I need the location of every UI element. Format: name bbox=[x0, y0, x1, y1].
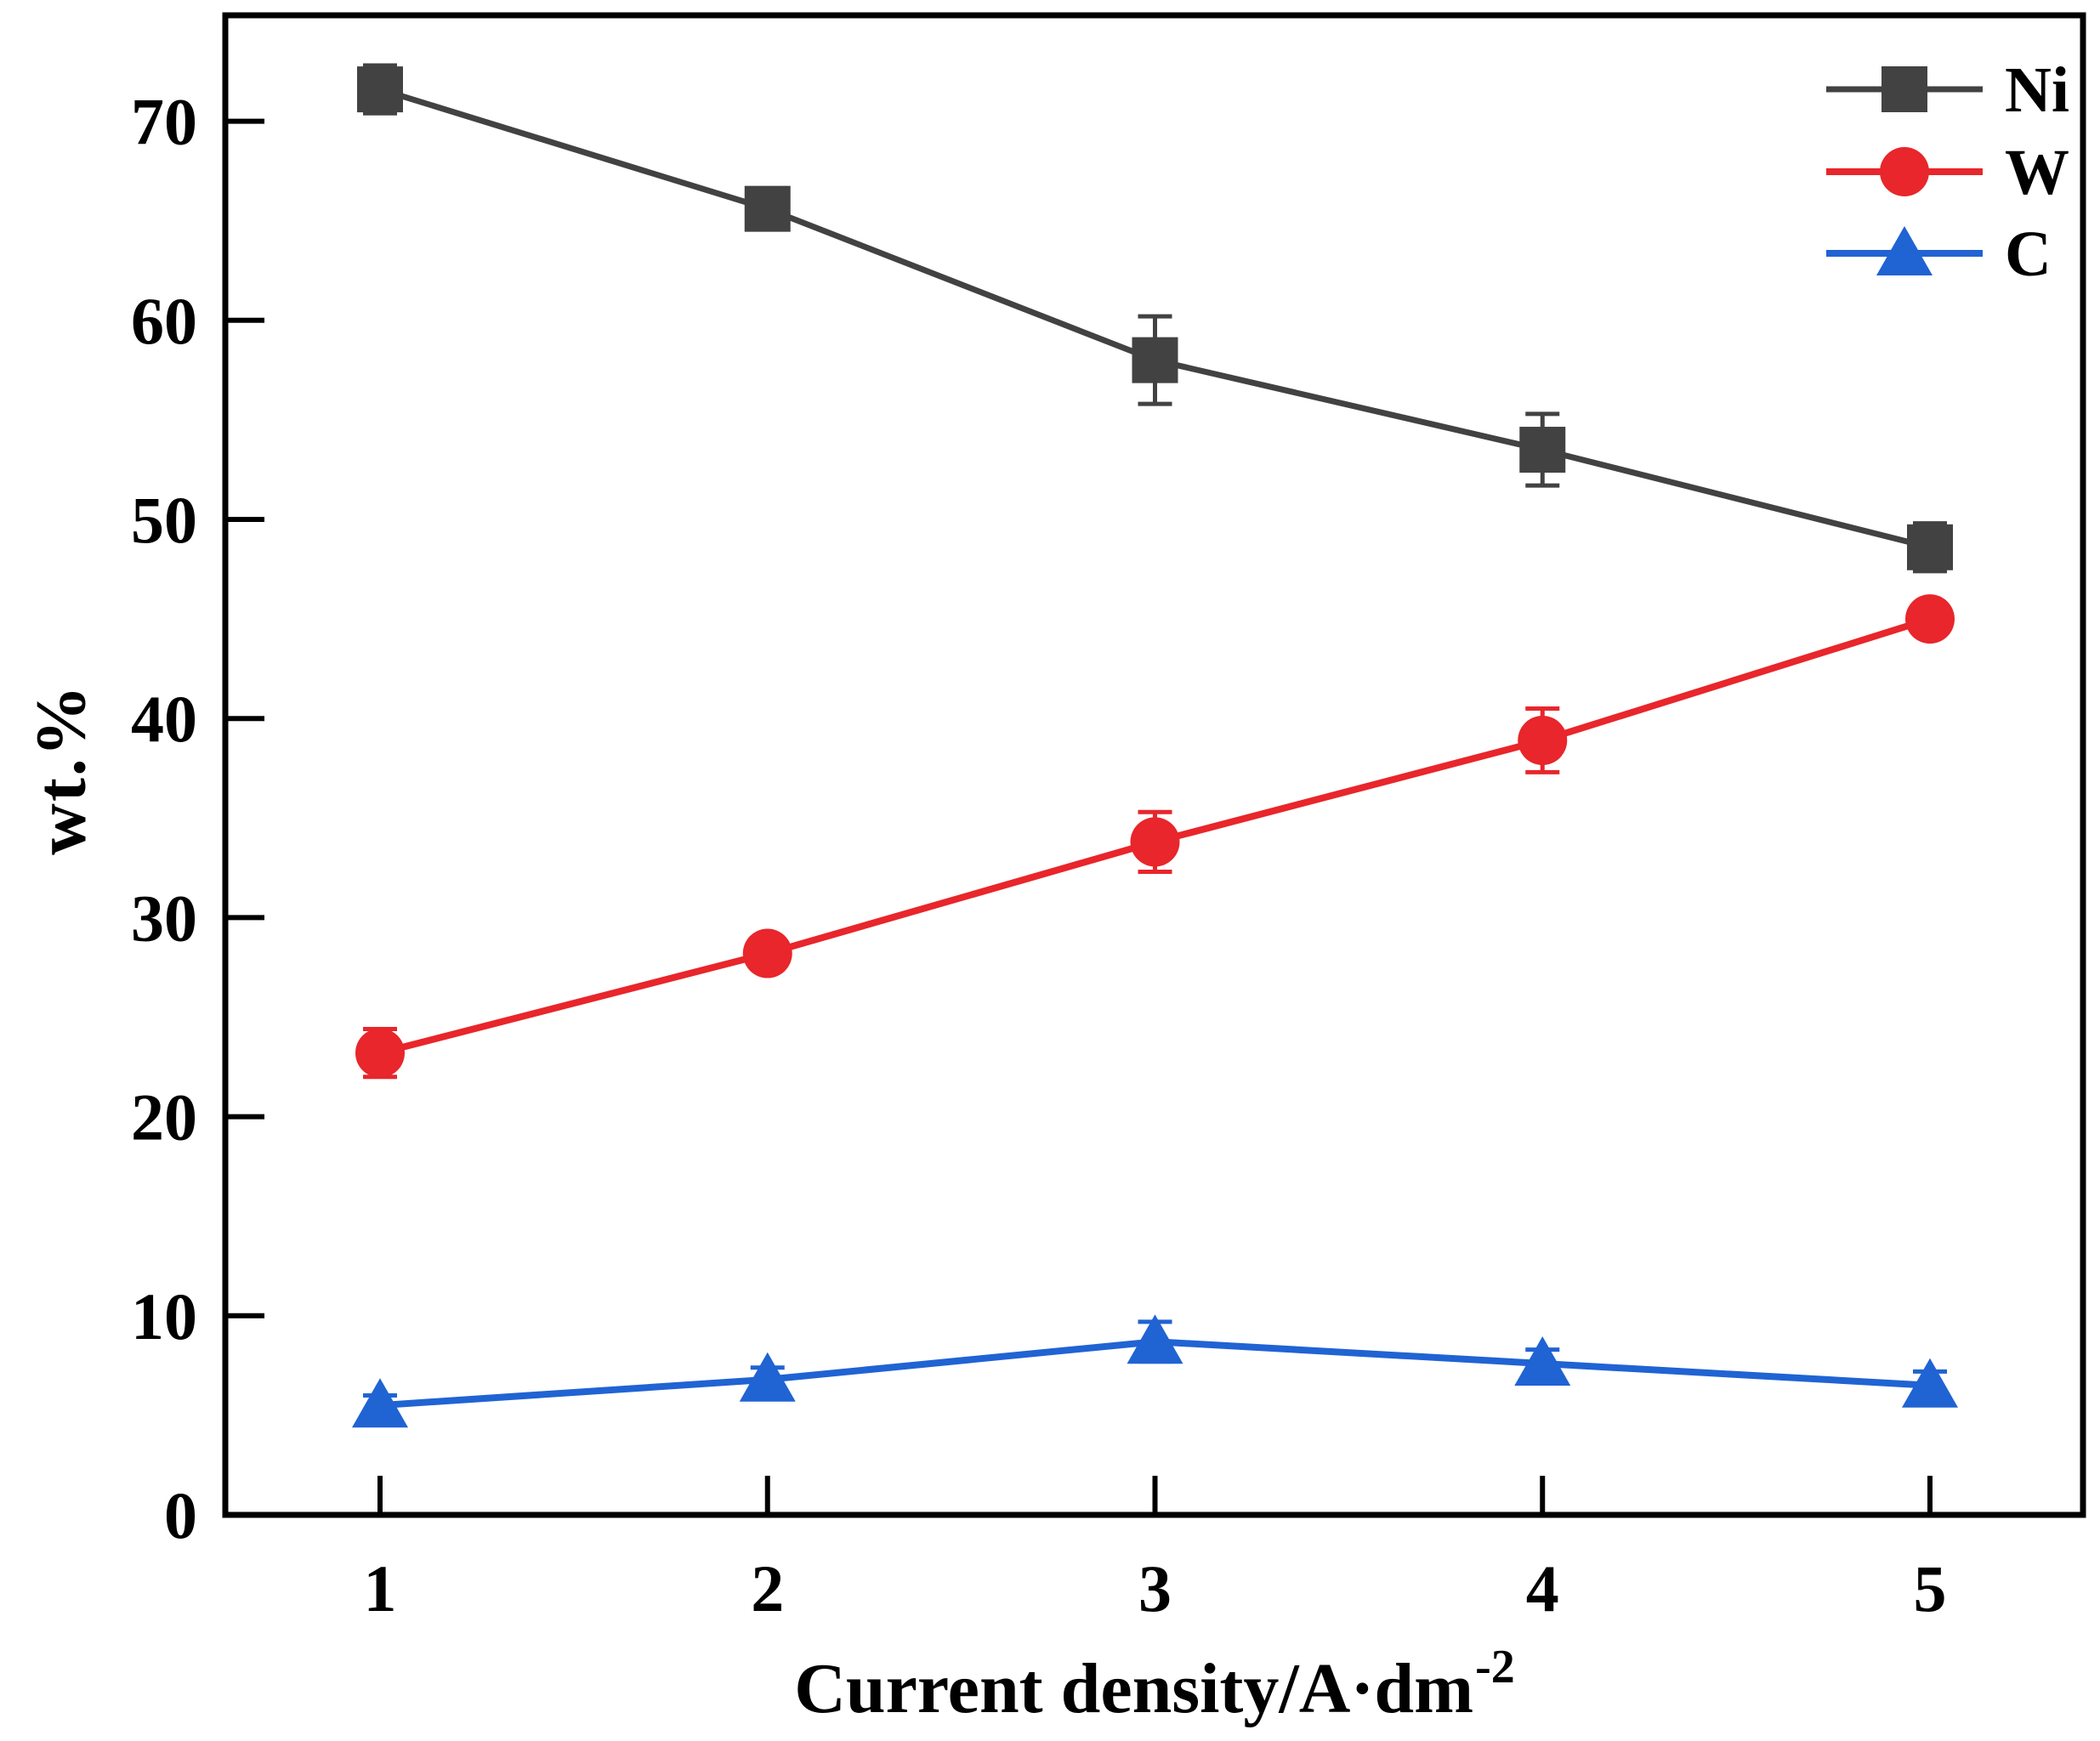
series-marker-C bbox=[1902, 1358, 1958, 1408]
y-tick-label: 0 bbox=[164, 1478, 197, 1552]
legend-marker-W bbox=[1880, 147, 1929, 196]
series-marker-Ni bbox=[744, 185, 791, 232]
x-tick-label: 5 bbox=[1914, 1551, 1947, 1625]
series-marker-C bbox=[352, 1378, 408, 1428]
x-tick-label: 2 bbox=[751, 1551, 784, 1625]
series-marker-W bbox=[1130, 817, 1180, 867]
legend-label-Ni: Ni bbox=[2005, 54, 2069, 126]
x-axis-title: Current density/A·dm-2 bbox=[794, 1641, 1514, 1730]
y-tick-label: 70 bbox=[131, 85, 197, 159]
y-tick-label: 10 bbox=[131, 1279, 197, 1353]
x-tick-label: 3 bbox=[1138, 1551, 1172, 1625]
series-marker-Ni bbox=[1907, 524, 1953, 570]
y-tick-label: 30 bbox=[131, 881, 197, 955]
y-tick-label: 40 bbox=[131, 682, 197, 756]
y-tick-label: 60 bbox=[131, 284, 197, 358]
series-marker-W bbox=[742, 928, 792, 978]
y-axis-title: wt.% bbox=[21, 683, 101, 855]
series-marker-C bbox=[1514, 1336, 1571, 1387]
series-marker-Ni bbox=[357, 66, 403, 113]
series-marker-C bbox=[739, 1352, 796, 1402]
series-marker-W bbox=[355, 1028, 405, 1078]
x-axis-title-superscript: -2 bbox=[1475, 1641, 1515, 1693]
x-tick-label: 1 bbox=[364, 1551, 397, 1625]
series-marker-W bbox=[1518, 715, 1568, 765]
series-marker-C bbox=[1127, 1314, 1183, 1364]
series-marker-Ni bbox=[1519, 427, 1566, 474]
legend-marker-C bbox=[1876, 226, 1933, 275]
series-marker-W bbox=[1905, 594, 1955, 644]
legend-label-W: W bbox=[2005, 137, 2069, 208]
legend-marker-Ni bbox=[1881, 66, 1927, 112]
y-tick-label: 50 bbox=[131, 483, 197, 557]
series-marker-Ni bbox=[1132, 337, 1178, 383]
plot-frame bbox=[222, 12, 2086, 1518]
x-axis-title-text: Current density/A·dm bbox=[794, 1649, 1474, 1728]
x-tick-label: 4 bbox=[1526, 1551, 1559, 1625]
y-tick-label: 20 bbox=[131, 1080, 197, 1154]
legend-label-C: C bbox=[2005, 218, 2052, 290]
